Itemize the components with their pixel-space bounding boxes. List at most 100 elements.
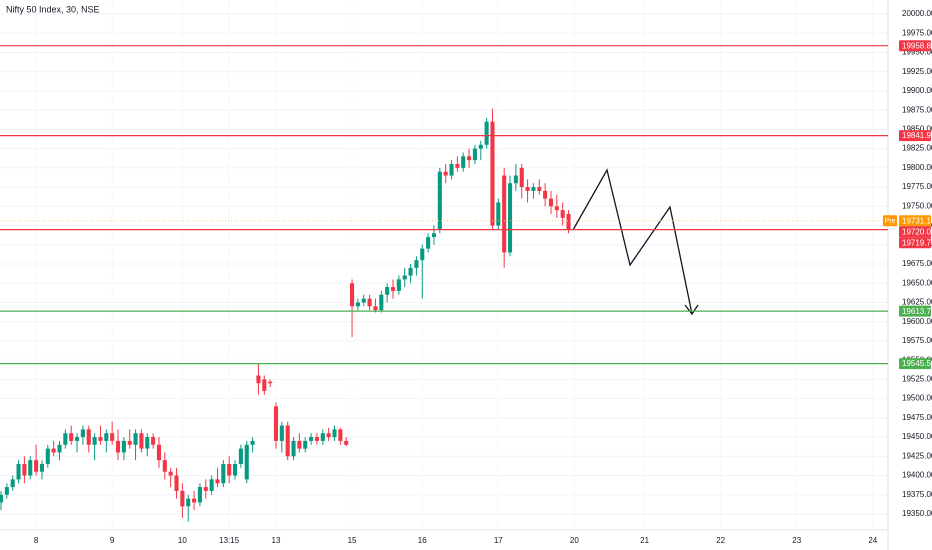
y-tick-label: 19450.00 xyxy=(902,432,932,441)
x-tick-label: 16 xyxy=(418,536,427,545)
candle-body xyxy=(121,440,126,453)
candle-body xyxy=(139,433,144,449)
candle-body xyxy=(168,471,173,476)
candle-body xyxy=(86,429,91,445)
candle-body xyxy=(537,187,542,191)
candle-body xyxy=(379,294,384,311)
price-badge-label: 19841.90 xyxy=(902,131,932,140)
candle-body xyxy=(420,248,425,261)
candle-body xyxy=(45,448,50,464)
y-tick-label: 19575.00 xyxy=(902,336,932,345)
candle-body xyxy=(69,433,74,441)
price-badge: 19841.90 xyxy=(899,130,932,142)
candle-body xyxy=(250,440,255,445)
candle-body xyxy=(262,379,267,391)
projection-path xyxy=(572,168,693,315)
candle-body xyxy=(367,298,372,307)
candle-body xyxy=(104,433,109,441)
x-tick-label: 15 xyxy=(348,536,357,545)
candle-body xyxy=(215,479,220,484)
candle-body xyxy=(16,464,21,480)
candle-body xyxy=(98,437,103,441)
candle-body xyxy=(484,121,489,145)
y-tick-label: 19350.00 xyxy=(902,509,932,518)
price-badge: 19719.70 xyxy=(899,237,932,249)
candle-body xyxy=(314,437,319,441)
price-badge-box xyxy=(899,130,931,142)
price-badge-label: 19719.70 xyxy=(902,238,932,247)
price-badge-box xyxy=(899,358,931,370)
candle-body xyxy=(92,437,97,445)
price-badge-box xyxy=(899,305,931,317)
candle-body xyxy=(192,498,197,503)
candle-body xyxy=(543,190,548,199)
candle-body xyxy=(548,198,554,207)
candle-body xyxy=(326,433,331,438)
x-tick-label: 17 xyxy=(494,536,503,545)
candle-body xyxy=(28,460,33,476)
candle-body xyxy=(408,267,413,276)
y-tick-label: 19500.00 xyxy=(902,394,932,403)
candle-body xyxy=(426,237,431,249)
candle-body xyxy=(0,494,4,503)
x-tick-label: 21 xyxy=(640,536,649,545)
candle-body xyxy=(57,444,62,453)
candle-body xyxy=(507,183,513,253)
price-badge-box xyxy=(899,215,931,227)
candle-body xyxy=(332,429,337,438)
y-tick-label: 19800.00 xyxy=(902,163,932,172)
candle-body xyxy=(186,498,191,507)
candle-body xyxy=(273,406,279,441)
candle-body xyxy=(279,425,284,441)
candle-body xyxy=(361,298,366,303)
candle-body xyxy=(10,479,15,488)
price-badge-label: 19613.70 xyxy=(902,307,932,316)
price-badge-box xyxy=(899,226,931,238)
y-tick-label: 19600.00 xyxy=(902,317,932,326)
x-tick-label: 22 xyxy=(716,536,725,545)
drawing xyxy=(572,168,699,316)
candle-body xyxy=(238,448,243,464)
candle-body xyxy=(80,429,85,438)
y-tick-label: 19425.00 xyxy=(902,451,932,460)
candle-body xyxy=(560,210,565,218)
y-tick-label: 19775.00 xyxy=(902,182,932,191)
x-tick-label: 9 xyxy=(110,536,115,545)
candle-body xyxy=(396,279,401,291)
candle-body xyxy=(162,460,167,472)
candle-body xyxy=(449,164,454,176)
candle-body xyxy=(232,464,238,476)
candle-body xyxy=(268,381,273,384)
candle-body xyxy=(244,444,249,480)
candle-body xyxy=(51,448,56,453)
candle-body xyxy=(461,156,466,168)
candle-body xyxy=(127,440,132,445)
x-tick-label: 23 xyxy=(792,536,801,545)
candle-body xyxy=(350,283,355,307)
candle-body xyxy=(156,444,162,461)
candle-body xyxy=(344,440,349,445)
price-badge-box xyxy=(899,40,931,52)
candle-body xyxy=(443,171,448,176)
candle-body xyxy=(197,487,202,503)
candle-body xyxy=(75,437,80,441)
candle-body xyxy=(385,287,390,295)
candle-body xyxy=(285,425,290,457)
chart-title: Nifty 50 Index, 30, NSE xyxy=(6,4,100,14)
price-badge-label: 19545.50 xyxy=(902,359,932,368)
y-tick-label: 19650.00 xyxy=(902,278,932,287)
candle-body xyxy=(34,460,39,472)
candle-body xyxy=(221,464,226,484)
candle-body xyxy=(478,144,483,149)
y-tick-label: 19850.00 xyxy=(902,124,932,133)
candle-body xyxy=(554,206,559,211)
y-tick-label: 19625.00 xyxy=(902,298,932,307)
candle-body xyxy=(309,437,314,441)
candle-body xyxy=(502,175,507,253)
candle-body xyxy=(320,433,325,441)
candle-body xyxy=(145,437,150,449)
y-tick-label: 19475.00 xyxy=(902,413,932,422)
candle-body xyxy=(437,171,442,230)
y-tick-label: 19750.00 xyxy=(902,201,932,210)
